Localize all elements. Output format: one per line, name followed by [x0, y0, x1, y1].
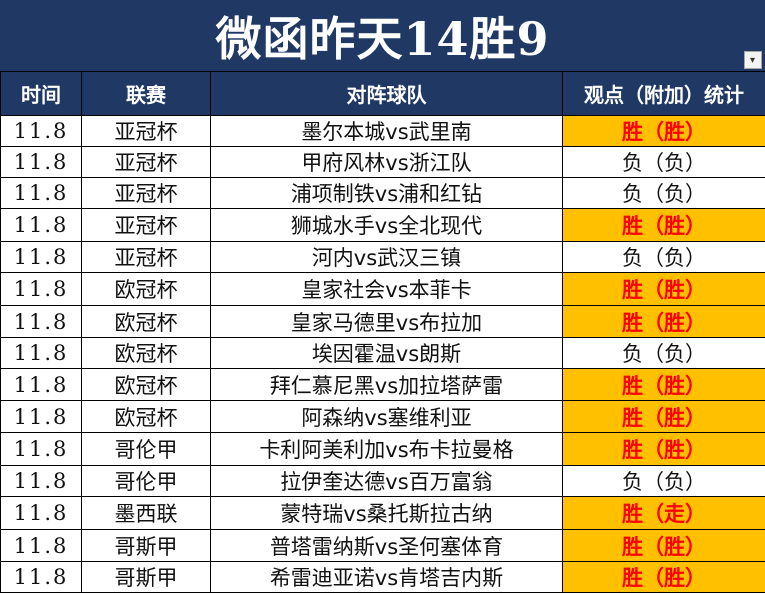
page-title: 微函昨天14胜9: [215, 11, 550, 66]
table-row: 11.8 亚冠杯 墨尔本城vs武里南 胜（胜）: [0, 115, 765, 147]
result-cell[interactable]: 负（负）: [562, 465, 765, 497]
table-row: 11.8 亚冠杯 甲府风林vs浙江队 负（负）: [0, 146, 765, 178]
result-cell[interactable]: 负（负）: [562, 177, 765, 209]
table-row: 11.8 亚冠杯 浦项制铁vs浦和红钻 负（负）: [0, 177, 765, 209]
result-cell[interactable]: 胜（胜）: [562, 272, 765, 306]
result-cell[interactable]: 胜（胜）: [562, 561, 765, 593]
league-cell[interactable]: 欧冠杯: [81, 305, 211, 338]
table-row: 11.8 欧冠杯 皇家社会vs本菲卡 胜（胜）: [0, 272, 765, 306]
result-cell[interactable]: 胜（胜）: [562, 368, 765, 401]
chevron-down-icon: ▾: [749, 54, 757, 66]
teams-cell[interactable]: 拉伊奎达德vs百万富翁: [210, 465, 563, 497]
time-cell[interactable]: 11.8: [0, 529, 82, 562]
league-cell[interactable]: 哥伦甲: [81, 432, 211, 466]
header-teams[interactable]: 对阵球队: [210, 71, 563, 116]
time-cell[interactable]: 11.8: [0, 337, 82, 369]
result-cell[interactable]: 胜（胜）: [562, 432, 765, 466]
time-cell[interactable]: 11.8: [0, 561, 82, 593]
teams-cell[interactable]: 普塔雷纳斯vs圣何塞体育: [210, 529, 563, 562]
time-cell[interactable]: 11.8: [0, 272, 82, 306]
teams-cell[interactable]: 埃因霍温vs朗斯: [210, 337, 563, 369]
table-body: 11.8 亚冠杯 墨尔本城vs武里南 胜（胜） 11.8 亚冠杯 甲府风林vs浙江队 负（负）…: [0, 115, 765, 593]
time-cell[interactable]: 11.8: [0, 241, 82, 273]
result-cell[interactable]: 胜（走）: [562, 496, 765, 530]
teams-cell[interactable]: 皇家马德里vs布拉加: [210, 305, 563, 338]
table-row: 11.8 哥伦甲 卡利阿美利加vs布卡拉曼格 胜（胜）: [0, 432, 765, 466]
league-cell[interactable]: 欧冠杯: [81, 368, 211, 401]
table-row: 11.8 欧冠杯 埃因霍温vs朗斯 负（负）: [0, 337, 765, 369]
teams-cell[interactable]: 蒙特瑞vs桑托斯拉古纳: [210, 496, 563, 530]
table-row: 11.8 墨西联 蒙特瑞vs桑托斯拉古纳 胜（走）: [0, 496, 765, 530]
teams-cell[interactable]: 墨尔本城vs武里南: [210, 115, 563, 147]
table-row: 11.8 欧冠杯 阿森纳vs塞维利亚 胜（胜）: [0, 400, 765, 433]
league-cell[interactable]: 亚冠杯: [81, 177, 211, 209]
header-time[interactable]: 时间: [0, 71, 82, 116]
league-cell[interactable]: 亚冠杯: [81, 146, 211, 178]
teams-cell[interactable]: 浦项制铁vs浦和红钻: [210, 177, 563, 209]
league-cell[interactable]: 哥斯甲: [81, 529, 211, 562]
results-table: 时间 联赛 对阵球队 观点（附加）统计 11.8 亚冠杯 墨尔本城vs武里南 胜（胜）…: [0, 71, 765, 593]
league-cell[interactable]: 欧冠杯: [81, 337, 211, 369]
table-row: 11.8 哥伦甲 拉伊奎达德vs百万富翁 负（负）: [0, 465, 765, 497]
time-cell[interactable]: 11.8: [0, 465, 82, 497]
table-row: 11.8 哥斯甲 希雷迪亚诺vs肯塔吉内斯 胜（胜）: [0, 561, 765, 593]
filter-dropdown-button[interactable]: ▾: [744, 51, 762, 69]
league-cell[interactable]: 亚冠杯: [81, 241, 211, 273]
time-cell[interactable]: 11.8: [0, 177, 82, 209]
time-cell[interactable]: 11.8: [0, 400, 82, 433]
time-cell[interactable]: 11.8: [0, 146, 82, 178]
result-cell[interactable]: 负（负）: [562, 146, 765, 178]
result-cell[interactable]: 胜（胜）: [562, 529, 765, 562]
header-row: 时间 联赛 对阵球队 观点（附加）统计: [0, 71, 765, 116]
table-row: 11.8 亚冠杯 狮城水手vs全北现代 胜（胜）: [0, 208, 765, 242]
table-row: 11.8 亚冠杯 河内vs武汉三镇 负（负）: [0, 241, 765, 273]
teams-cell[interactable]: 拜仁慕尼黑vs加拉塔萨雷: [210, 368, 563, 401]
league-cell[interactable]: 墨西联: [81, 496, 211, 530]
time-cell[interactable]: 11.8: [0, 368, 82, 401]
league-cell[interactable]: 欧冠杯: [81, 400, 211, 433]
teams-cell[interactable]: 希雷迪亚诺vs肯塔吉内斯: [210, 561, 563, 593]
header-league[interactable]: 联赛: [81, 71, 211, 116]
teams-cell[interactable]: 阿森纳vs塞维利亚: [210, 400, 563, 433]
teams-cell[interactable]: 甲府风林vs浙江队: [210, 146, 563, 178]
table-row: 11.8 欧冠杯 皇家马德里vs布拉加 胜（胜）: [0, 305, 765, 338]
teams-cell[interactable]: 卡利阿美利加vs布卡拉曼格: [210, 432, 563, 466]
result-cell[interactable]: 负（负）: [562, 241, 765, 273]
time-cell[interactable]: 11.8: [0, 496, 82, 530]
header-stat[interactable]: 观点（附加）统计: [562, 71, 765, 116]
time-cell[interactable]: 11.8: [0, 208, 82, 242]
result-cell[interactable]: 负（负）: [562, 337, 765, 369]
league-cell[interactable]: 哥斯甲: [81, 561, 211, 593]
teams-cell[interactable]: 狮城水手vs全北现代: [210, 208, 563, 242]
league-cell[interactable]: 哥伦甲: [81, 465, 211, 497]
result-cell[interactable]: 胜（胜）: [562, 115, 765, 147]
time-cell[interactable]: 11.8: [0, 432, 82, 466]
teams-cell[interactable]: 河内vs武汉三镇: [210, 241, 563, 273]
table-row: 11.8 哥斯甲 普塔雷纳斯vs圣何塞体育 胜（胜）: [0, 529, 765, 562]
league-cell[interactable]: 亚冠杯: [81, 208, 211, 242]
title-cell[interactable]: 微函昨天14胜9 ▾: [0, 0, 765, 72]
result-cell[interactable]: 胜（胜）: [562, 208, 765, 242]
league-cell[interactable]: 亚冠杯: [81, 115, 211, 147]
time-cell[interactable]: 11.8: [0, 305, 82, 338]
teams-cell[interactable]: 皇家社会vs本菲卡: [210, 272, 563, 306]
time-cell[interactable]: 11.8: [0, 115, 82, 147]
result-cell[interactable]: 胜（胜）: [562, 305, 765, 338]
league-cell[interactable]: 欧冠杯: [81, 272, 211, 306]
result-cell[interactable]: 胜（胜）: [562, 400, 765, 433]
table-row: 11.8 欧冠杯 拜仁慕尼黑vs加拉塔萨雷 胜（胜）: [0, 368, 765, 401]
